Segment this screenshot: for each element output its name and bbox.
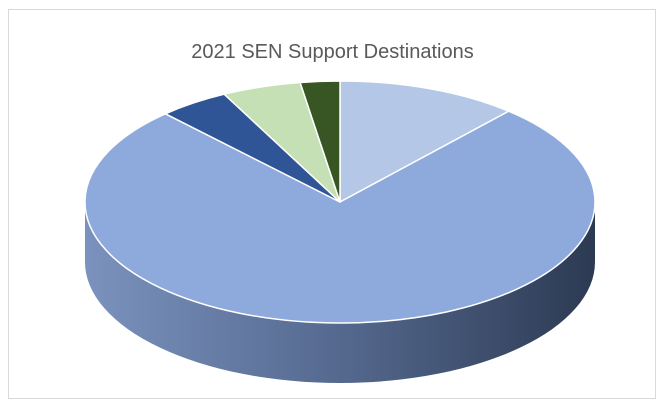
pie-side-wall (85, 202, 595, 383)
chart-title: 2021 SEN Support Destinations (191, 41, 474, 63)
pie-slice-1 (339, 80, 510, 203)
pie-slice-5 (299, 80, 341, 203)
pie-slice-2 (84, 110, 596, 324)
